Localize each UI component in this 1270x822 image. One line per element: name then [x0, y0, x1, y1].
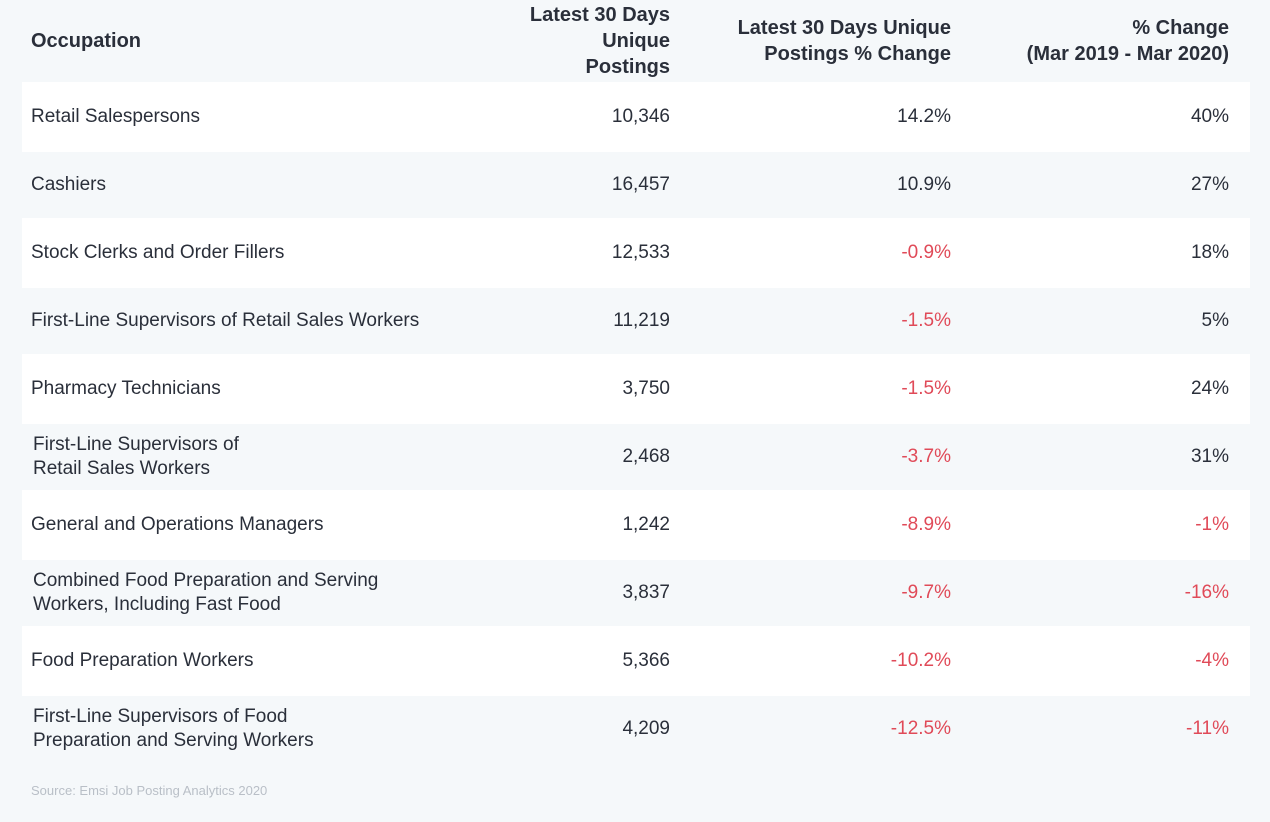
- occupation-line: General and Operations Managers: [31, 514, 324, 535]
- header-yoy-change: % Change (Mar 2019 - Mar 2020): [951, 15, 1229, 67]
- postings-cell: 10,346: [611, 106, 670, 127]
- yoy-change-cell: 18%: [1190, 242, 1229, 263]
- table-row: General and Operations Managers 1,242 -8.9…: [22, 490, 1250, 560]
- occupation-line: Stock Clerks and Order Fillers: [31, 242, 285, 263]
- yoy-change-cell: 40%: [1190, 106, 1229, 127]
- yoy-change-cell: 5%: [1201, 310, 1229, 331]
- occupation-line: Food Preparation Workers: [31, 650, 254, 671]
- header-postings: Latest 30 Days Unique Postings: [522, 2, 670, 80]
- occupation-cell: Cashiers: [22, 173, 522, 197]
- table-row: First-Line Supervisors of Retail Sales Wo…: [22, 424, 1250, 490]
- postings-cell: 5,366: [622, 650, 670, 671]
- occupation-line: First-Line Supervisors of: [33, 434, 239, 455]
- occupation-cell: First-Line Supervisors of Food Preparatio…: [22, 705, 522, 753]
- header-yoy-change-line-2: (Mar 2019 - Mar 2020): [1026, 43, 1229, 65]
- yoy-change-cell: 31%: [1190, 446, 1229, 467]
- occupation-cell: Food Preparation Workers: [22, 649, 522, 673]
- occupation-cell: Combined Food Preparation and Serving Wor…: [22, 569, 522, 617]
- occupation-line: Workers, Including Fast Food: [33, 594, 281, 615]
- occupation-line: First-Line Supervisors of Food: [33, 706, 288, 727]
- postings-cell: 4,209: [622, 718, 670, 739]
- postings-change-cell: -0.9%: [901, 242, 951, 263]
- postings-cell: 2,468: [622, 446, 670, 467]
- postings-cell: 3,750: [622, 378, 670, 399]
- yoy-change-cell: -1%: [1195, 514, 1229, 535]
- postings-cell: 3,837: [622, 582, 670, 603]
- table-row: Combined Food Preparation and Serving Wor…: [22, 560, 1250, 626]
- table-row: First-Line Supervisors of Food Preparatio…: [22, 696, 1250, 762]
- postings-change-cell: -1.5%: [901, 378, 951, 399]
- header-occupation: Occupation: [31, 30, 142, 52]
- yoy-change-cell: -16%: [1184, 582, 1229, 603]
- postings-change-cell: -9.7%: [901, 582, 951, 603]
- postings-cell: 1,242: [622, 514, 670, 535]
- postings-change-cell: 10.9%: [897, 174, 951, 195]
- occupation-line: Preparation and Serving Workers: [33, 730, 314, 751]
- postings-cell: 11,219: [613, 310, 670, 331]
- table-row: First-Line Supervisors of Retail Sales W…: [22, 288, 1250, 354]
- occupation-cell: First-Line Supervisors of Retail Sales Wo…: [22, 433, 522, 481]
- occupation-cell: Retail Salespersons: [22, 105, 522, 129]
- header-postings-change-line-1: Latest 30 Days Unique: [737, 17, 951, 39]
- table-row: Food Preparation Workers 5,366 -10.2% -4%: [22, 626, 1250, 696]
- header-postings-line-1: Latest 30 Days: [529, 4, 670, 26]
- table-row: Pharmacy Technicians 3,750 -1.5% 24%: [22, 354, 1250, 424]
- occupation-line: Combined Food Preparation and Serving: [33, 570, 379, 591]
- header-postings-change: Latest 30 Days Unique Postings % Change: [670, 15, 951, 67]
- header-yoy-change-line-1: % Change: [1132, 17, 1229, 39]
- occupation-cell: Pharmacy Technicians: [22, 377, 522, 401]
- header-postings-change-line-2: Postings % Change: [764, 43, 951, 65]
- yoy-change-cell: -11%: [1186, 718, 1229, 739]
- header-postings-line-2: Unique Postings: [585, 30, 670, 78]
- yoy-change-cell: 24%: [1190, 378, 1229, 399]
- occupation-line: Pharmacy Technicians: [31, 378, 221, 399]
- postings-change-cell: -10.2%: [890, 650, 951, 671]
- table-header: Occupation Latest 30 Days Unique Posting…: [22, 0, 1250, 82]
- occupation-line: Retail Sales Workers: [33, 458, 211, 479]
- yoy-change-cell: -4%: [1195, 650, 1229, 671]
- occupation-cell: Stock Clerks and Order Fillers: [22, 241, 522, 265]
- postings-cell: 16,457: [611, 174, 670, 195]
- table-row: Retail Salespersons 10,346 14.2% 40%: [22, 82, 1250, 152]
- occupation-line: Retail Salespersons: [31, 106, 200, 127]
- occupation-line: First-Line Supervisors of Retail Sales W…: [31, 310, 420, 331]
- postings-change-cell: 14.2%: [897, 106, 951, 127]
- postings-cell: 12,533: [611, 242, 670, 263]
- postings-change-cell: -1.5%: [901, 310, 951, 331]
- occupation-table: Occupation Latest 30 Days Unique Posting…: [22, 0, 1250, 762]
- occupation-line: Cashiers: [31, 174, 106, 195]
- table-row: Cashiers 16,457 10.9% 27%: [22, 152, 1250, 218]
- postings-change-cell: -12.5%: [890, 718, 951, 739]
- table-row: Stock Clerks and Order Fillers 12,533 -0.9…: [22, 218, 1250, 288]
- occupation-cell: General and Operations Managers: [22, 513, 522, 537]
- postings-change-cell: -8.9%: [901, 514, 951, 535]
- postings-change-cell: -3.7%: [901, 446, 951, 467]
- yoy-change-cell: 27%: [1190, 174, 1229, 195]
- occupation-cell: First-Line Supervisors of Retail Sales W…: [22, 309, 522, 333]
- table-body: Retail Salespersons 10,346 14.2% 40% Cashier…: [22, 82, 1250, 762]
- source-note: Source: Emsi Job Posting Analytics 2020: [31, 783, 268, 798]
